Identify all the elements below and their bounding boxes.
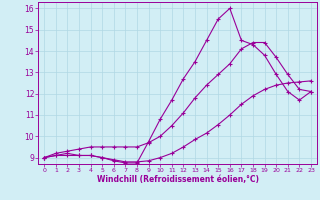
X-axis label: Windchill (Refroidissement éolien,°C): Windchill (Refroidissement éolien,°C) — [97, 175, 259, 184]
